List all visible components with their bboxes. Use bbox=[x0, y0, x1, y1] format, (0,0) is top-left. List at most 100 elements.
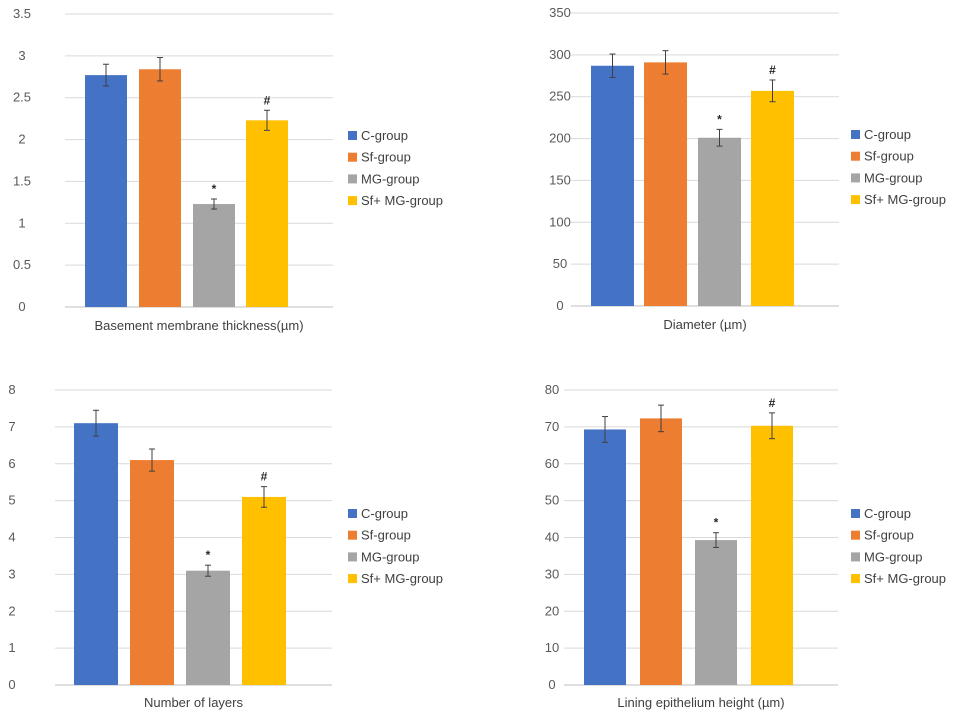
y-tick-label: 40 bbox=[545, 530, 559, 545]
y-tick-label: 60 bbox=[545, 456, 559, 471]
bar-sf-group bbox=[130, 460, 174, 685]
significance-mark: # bbox=[769, 63, 776, 77]
legend-label: Sf+ MG-group bbox=[864, 192, 946, 207]
legend-swatch bbox=[348, 196, 357, 206]
legend-label: Sf+ MG-group bbox=[361, 571, 443, 586]
significance-mark: * bbox=[717, 112, 722, 126]
significance-mark: * bbox=[206, 548, 211, 562]
legend-swatch bbox=[851, 574, 860, 584]
legend-label: MG-group bbox=[361, 171, 420, 186]
legend-label: Sf-group bbox=[361, 150, 411, 165]
legend-swatch bbox=[851, 195, 860, 205]
legend-label: Sf-group bbox=[864, 528, 914, 543]
y-tick-label: 6 bbox=[8, 456, 15, 471]
y-tick-label: 3 bbox=[18, 48, 25, 63]
y-tick-label: 0.5 bbox=[13, 257, 31, 272]
legend-label: C-group bbox=[361, 128, 408, 143]
legend-label: Sf+ MG-group bbox=[361, 193, 443, 208]
y-tick-label: 20 bbox=[545, 603, 559, 618]
y-tick-label: 1.5 bbox=[13, 173, 31, 188]
significance-mark: * bbox=[714, 516, 719, 530]
legend-swatch bbox=[851, 552, 860, 562]
legend-label: MG-group bbox=[864, 549, 923, 564]
y-tick-label: 250 bbox=[549, 89, 571, 104]
bar-c-group bbox=[74, 423, 118, 685]
y-tick-label: 0 bbox=[548, 677, 555, 692]
legend-swatch bbox=[348, 131, 357, 140]
y-tick-label: 200 bbox=[549, 131, 571, 146]
x-axis-title: Basement membrane thickness(µm) bbox=[94, 318, 303, 333]
legend-label: C-group bbox=[864, 506, 911, 521]
bar-c-group bbox=[85, 75, 127, 308]
y-tick-label: 5 bbox=[8, 493, 15, 508]
legend-swatch bbox=[348, 509, 357, 518]
y-tick-label: 0 bbox=[18, 299, 25, 314]
bar-mg-group bbox=[193, 204, 235, 307]
y-tick-label: 1 bbox=[8, 640, 15, 655]
y-tick-label: 150 bbox=[549, 172, 571, 187]
legend-swatch bbox=[851, 130, 860, 139]
y-tick-label: 2.5 bbox=[13, 90, 31, 105]
bar-mg-group bbox=[186, 570, 230, 685]
y-tick-label: 2 bbox=[18, 132, 25, 147]
y-tick-label: 70 bbox=[545, 419, 559, 434]
y-tick-label: 8 bbox=[8, 382, 15, 397]
legend-swatch bbox=[851, 530, 860, 540]
chart-panel-4: 0 10 20 30 40 50 60 70 80 * # Lining epithelium hei… bbox=[545, 382, 946, 710]
legend: C-group Sf-group MG-group Sf+ MG-group bbox=[348, 506, 443, 586]
bar-sf-mg-group bbox=[242, 496, 286, 685]
significance-mark: # bbox=[264, 93, 271, 107]
chart-panel-3: 0 1 2 3 4 5 6 7 8 * # Number of layers C-group Sf-gro… bbox=[8, 382, 443, 710]
legend-swatch bbox=[851, 509, 860, 518]
y-tick-label: 350 bbox=[549, 5, 571, 20]
y-tick-label: 80 bbox=[545, 382, 559, 397]
bar-sf-mg-group bbox=[246, 120, 288, 308]
bar-sf-group bbox=[644, 62, 687, 306]
legend-label: MG-group bbox=[361, 549, 420, 564]
y-tick-label: 300 bbox=[549, 47, 571, 62]
x-axis-title: Number of layers bbox=[144, 695, 243, 710]
legend-label: Sf-group bbox=[864, 149, 914, 164]
legend-swatch bbox=[348, 174, 357, 184]
legend-label: C-group bbox=[361, 506, 408, 521]
legend: C-group Sf-group MG-group Sf+ MG-group bbox=[348, 128, 443, 208]
y-tick-label: 4 bbox=[8, 530, 15, 545]
significance-mark: # bbox=[261, 470, 268, 484]
legend-label: C-group bbox=[864, 127, 911, 142]
significance-mark: * bbox=[212, 182, 217, 196]
legend-label: MG-group bbox=[864, 170, 923, 185]
y-tick-label: 0 bbox=[8, 677, 15, 692]
y-tick-label: 2 bbox=[8, 603, 15, 618]
legend-swatch bbox=[348, 552, 357, 562]
x-axis-title: Lining epithelium height (µm) bbox=[617, 695, 784, 710]
y-tick-label: 10 bbox=[545, 640, 559, 655]
x-axis-title: Diameter (µm) bbox=[663, 317, 746, 332]
y-tick-label: 3.5 bbox=[13, 6, 31, 21]
y-tick-label: 1 bbox=[18, 215, 25, 230]
significance-mark: # bbox=[769, 396, 776, 410]
chart-panel-1: 0 0.5 1 1.5 2 2.5 3 3.5 * # Basement membrane thic… bbox=[13, 6, 443, 333]
y-tick-label: 100 bbox=[549, 214, 571, 229]
bar-c-group bbox=[591, 65, 634, 307]
legend-label: Sf-group bbox=[361, 528, 411, 543]
legend-swatch bbox=[348, 530, 357, 540]
bar-c-group bbox=[584, 429, 626, 685]
y-tick-label: 0 bbox=[556, 298, 563, 313]
y-tick-label: 3 bbox=[8, 566, 15, 581]
legend-swatch bbox=[348, 574, 357, 584]
bar-sf-mg-group bbox=[751, 90, 794, 307]
bar-sf-group bbox=[640, 418, 682, 685]
legend-swatch bbox=[851, 151, 860, 161]
legend-label: Sf+ MG-group bbox=[864, 571, 946, 586]
legend: C-group Sf-group MG-group Sf+ MG-group bbox=[851, 127, 946, 207]
y-tick-label: 50 bbox=[553, 256, 567, 271]
chart-panel-2: 0 50 100 150 200 250 300 350 * # Diameter (µm) C-gr… bbox=[549, 5, 946, 332]
bar-sf-group bbox=[139, 69, 181, 307]
legend-swatch bbox=[851, 173, 860, 183]
y-tick-label: 7 bbox=[8, 419, 15, 434]
bar-sf-mg-group bbox=[751, 425, 793, 685]
legend: C-group Sf-group MG-group Sf+ MG-group bbox=[851, 506, 946, 586]
bar-mg-group bbox=[695, 540, 737, 685]
y-tick-label: 30 bbox=[545, 566, 559, 581]
